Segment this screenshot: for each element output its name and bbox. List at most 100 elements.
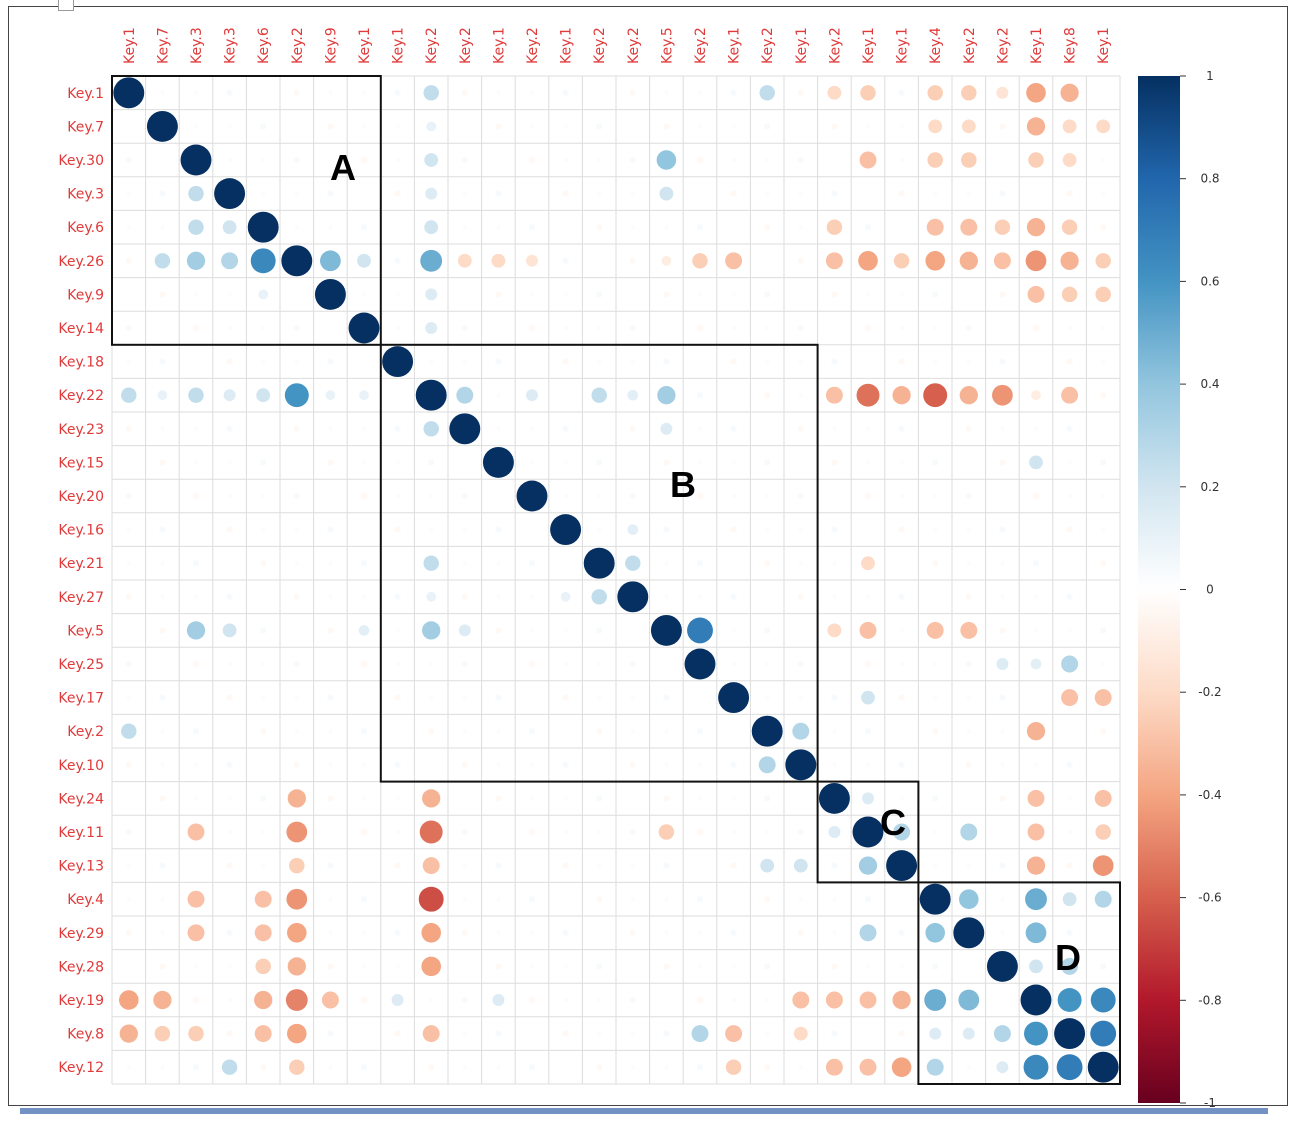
correlation-circle [187, 823, 205, 841]
correlation-circle [227, 292, 232, 297]
correlation-circle [528, 1064, 536, 1071]
correlation-circle [1066, 593, 1073, 600]
correlation-circle [785, 749, 817, 781]
correlation-circle [765, 595, 769, 599]
correlation-circle [429, 695, 434, 700]
correlation-circle [125, 929, 132, 936]
correlation-circle [1101, 493, 1106, 499]
correlation-circle [865, 594, 871, 599]
correlation-circle [396, 729, 400, 733]
correlation-circle [629, 761, 636, 768]
correlation-circle [391, 994, 404, 1006]
correlation-circle [630, 729, 635, 734]
correlation-circle [1061, 219, 1078, 235]
correlation-circle [892, 990, 911, 1010]
correlation-circle [932, 459, 939, 466]
correlation-circle [798, 527, 803, 532]
correlation-circle [422, 621, 441, 640]
checkbox-icon[interactable] [58, 0, 74, 11]
correlation-circle [529, 90, 535, 95]
correlation-circle [660, 422, 673, 435]
correlation-circle [900, 225, 904, 229]
correlation-circle [146, 110, 178, 142]
colorbar-tick-label: 0.4 [1200, 377, 1219, 391]
correlation-circle [327, 862, 334, 869]
correlation-circle [993, 1025, 1011, 1043]
correlation-circle [563, 460, 568, 465]
correlation-circle [1094, 689, 1112, 707]
correlation-circle [1100, 459, 1107, 466]
correlation-circle [967, 460, 971, 464]
correlation-circle [927, 85, 943, 101]
correlation-circle [630, 191, 635, 196]
correlation-circle [293, 89, 300, 96]
correlation-circle [960, 621, 978, 639]
correlation-circle [832, 494, 836, 498]
correlation-circle [597, 493, 602, 499]
correlation-circle [697, 930, 703, 935]
correlation-circle [160, 830, 164, 834]
column-label: Key.2 [525, 27, 541, 64]
correlation-circle [696, 492, 704, 500]
correlation-circle [160, 90, 165, 95]
correlation-circle [1032, 560, 1040, 567]
correlation-circle [596, 291, 603, 298]
correlation-circle [463, 460, 467, 464]
correlation-circle [286, 888, 308, 910]
correlation-circle [797, 828, 804, 836]
chart-frame [8, 6, 1288, 1106]
correlation-circle [328, 930, 333, 935]
correlation-circle [358, 625, 370, 636]
correlation-circle [932, 560, 939, 567]
correlation-circle [154, 1025, 171, 1042]
correlation-circle [562, 257, 569, 264]
correlation-circle [730, 190, 737, 197]
correlation-circle [194, 864, 198, 868]
correlation-circle [113, 77, 145, 109]
correlation-circle [663, 795, 670, 802]
correlation-circle [193, 762, 199, 767]
correlation-circle [859, 151, 877, 169]
correlation-circle [529, 594, 535, 599]
row-label: Key.12 [58, 1060, 104, 1076]
correlation-circle [859, 991, 877, 1009]
correlation-circle [892, 386, 911, 405]
correlation-circle [125, 593, 132, 600]
correlation-circle [461, 156, 468, 164]
correlation-circle [698, 864, 702, 868]
row-label: Key.7 [67, 119, 104, 135]
correlation-circle [597, 863, 602, 868]
correlation-circle [328, 762, 333, 767]
correlation-circle [327, 694, 334, 701]
correlation-circle [831, 190, 838, 197]
correlation-circle [898, 526, 905, 533]
correlation-circle [1066, 190, 1073, 197]
correlation-circle [562, 929, 569, 936]
correlation-circle [659, 186, 674, 201]
correlation-circle [564, 897, 568, 901]
correlation-circle [194, 528, 198, 532]
correlation-circle [160, 762, 165, 767]
correlation-circle [126, 695, 131, 700]
color-legend: 1 0.8 0.6 0.4 0.2 0 -0.2 -0.4 -0.6 -0.8 -1 [1138, 69, 1222, 1110]
correlation-circle [495, 526, 502, 533]
correlation-circle [1034, 528, 1038, 532]
correlation-circle [119, 990, 139, 1010]
correlation-circle [825, 252, 843, 270]
correlation-circle [899, 964, 904, 969]
correlation-circle [966, 1065, 971, 1070]
correlation-circle [664, 662, 668, 666]
colorbar-tick-label: -0.6 [1198, 891, 1221, 905]
correlation-circle [462, 225, 467, 230]
correlation-circle [429, 527, 434, 532]
correlation-circle [1026, 856, 1046, 875]
correlation-circle [631, 460, 635, 464]
correlation-circle [959, 386, 978, 405]
matrix-grid [111, 75, 1121, 1085]
correlation-circle [864, 896, 872, 903]
correlation-circle [765, 695, 770, 700]
correlation-circle [627, 524, 639, 535]
correlation-circle [825, 386, 843, 404]
correlation-circle [1026, 722, 1046, 741]
correlation-circle [865, 292, 871, 297]
